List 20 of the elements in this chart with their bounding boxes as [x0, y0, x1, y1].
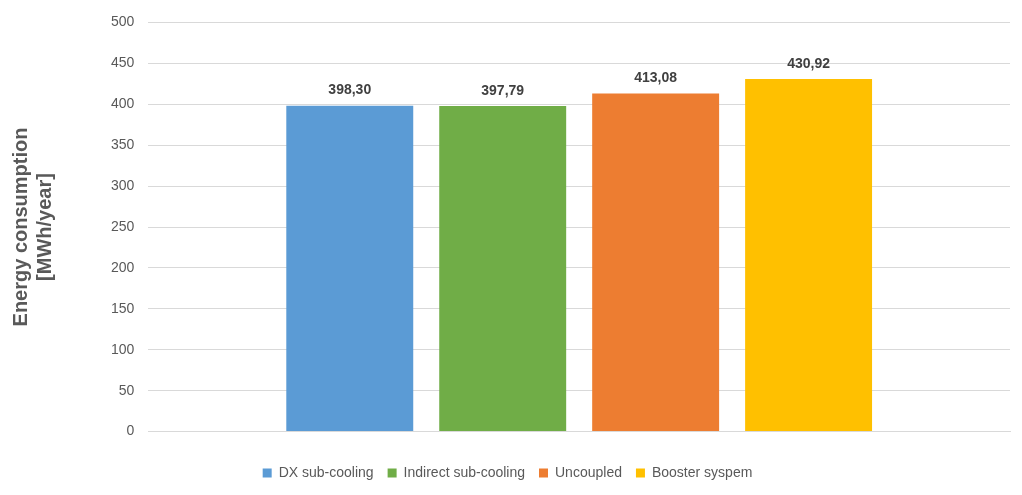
- y-tick-label: 200: [111, 258, 135, 275]
- y-tick-label: 400: [111, 95, 135, 112]
- data-label: 413,08: [634, 69, 678, 86]
- y-tick-label: 450: [111, 54, 135, 71]
- y-tick-label: 150: [111, 299, 135, 316]
- legend-label: Booster syspem: [651, 463, 753, 480]
- y-tick-label: 300: [111, 176, 135, 193]
- legend-label: Indirect sub-cooling: [403, 463, 526, 480]
- legend-label: Uncoupled: [555, 463, 622, 480]
- y-tick-label: 250: [111, 217, 135, 234]
- y-axis-title: Energy consumption [MWh/year]: [8, 127, 55, 327]
- y-tick-label: 500: [111, 13, 135, 30]
- data-label: 430,92: [787, 54, 831, 71]
- data-label: 397,79: [481, 81, 525, 98]
- y-tick-label: 0: [126, 422, 135, 439]
- data-label: 398,30: [328, 81, 372, 98]
- y-tick-label: 350: [111, 136, 135, 153]
- y-tick-label: 50: [118, 381, 135, 398]
- y-tick-label: 100: [111, 340, 135, 357]
- legend-label: DX sub-cooling: [278, 463, 374, 480]
